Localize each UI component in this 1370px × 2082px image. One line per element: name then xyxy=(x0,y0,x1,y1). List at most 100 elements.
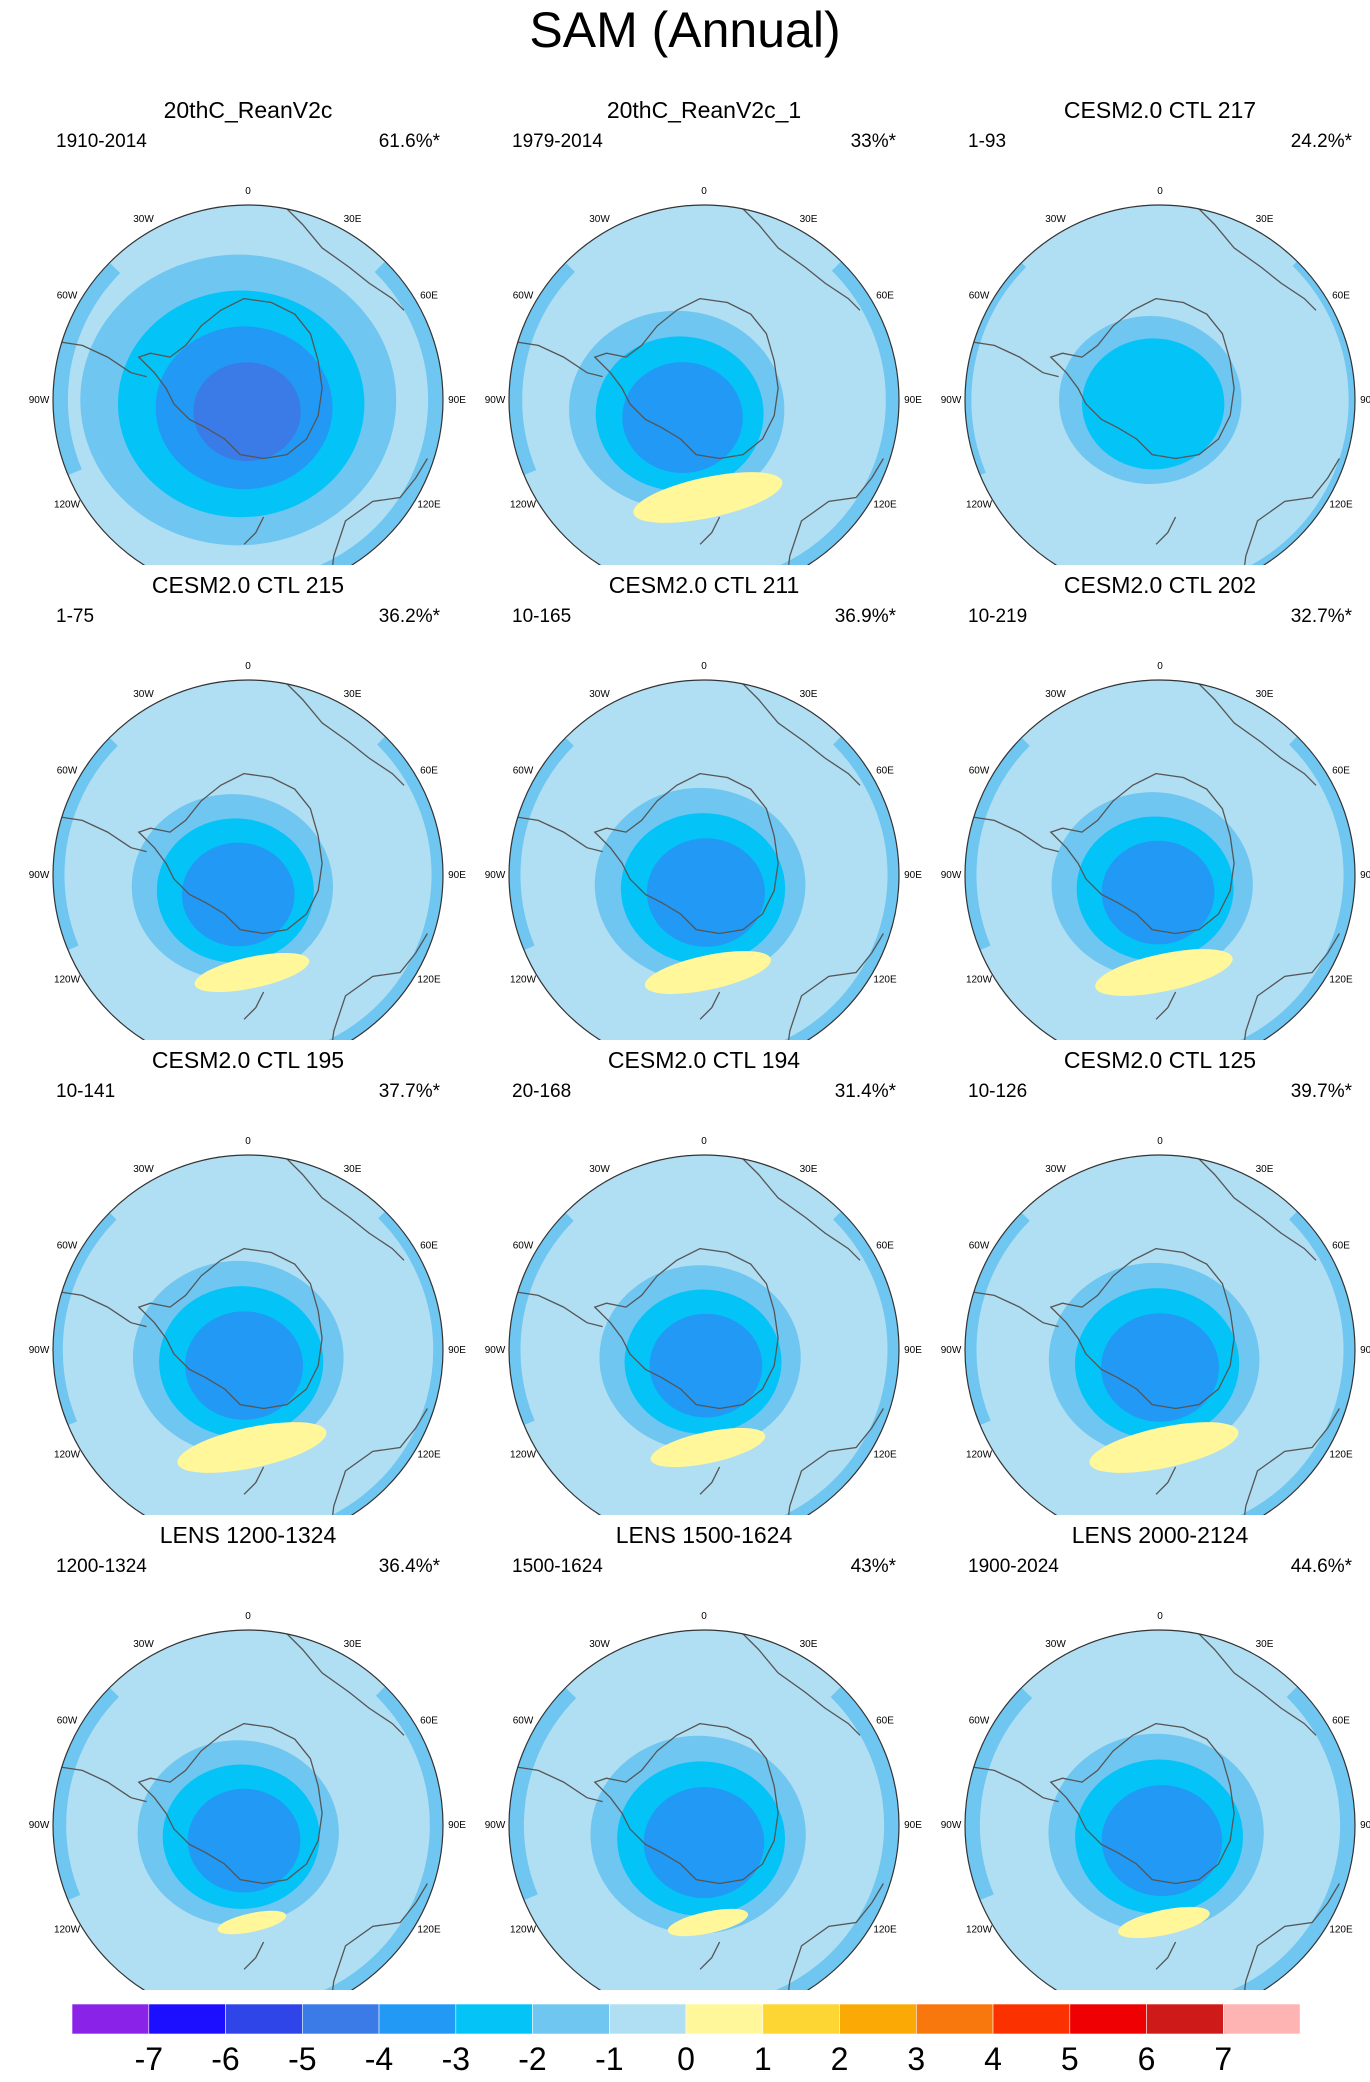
contour-band xyxy=(646,838,765,947)
longitude-label: 60W xyxy=(969,1241,990,1252)
coastline xyxy=(1198,683,1317,786)
coastline xyxy=(968,1290,1059,1328)
contour-band xyxy=(187,1788,301,1893)
coastline xyxy=(512,1290,603,1328)
panel-title: LENS 1500-1624 xyxy=(615,1522,793,1548)
longitude-label: 0 xyxy=(245,1611,251,1622)
longitude-label: 120W xyxy=(966,975,993,986)
longitude-label: 30W xyxy=(133,1639,154,1650)
longitude-label: 30W xyxy=(1045,214,1066,225)
longitude-label: 90W xyxy=(485,870,506,881)
polar-map: 030E60E90E120E150E180150W120W90W60W30W xyxy=(485,661,922,1040)
coastline xyxy=(699,1466,721,1495)
longitude-label: 60E xyxy=(876,1716,894,1727)
longitude-label: 30E xyxy=(800,214,818,225)
longitude-label: 30E xyxy=(1256,1164,1274,1175)
coastline xyxy=(1049,297,1235,460)
longitude-label: 60W xyxy=(513,291,534,302)
coastline xyxy=(286,1158,405,1261)
longitude-label: 120E xyxy=(417,975,441,986)
colorbar-tick-label: 0 xyxy=(677,2041,695,2077)
colorbar-swatch xyxy=(992,2003,1071,2035)
panel-title: CESM2.0 CTL 217 xyxy=(1063,97,1257,123)
coastline xyxy=(1155,516,1177,545)
panel-title: LENS 1200-1324 xyxy=(159,1522,337,1548)
colorbar-tick-label: -5 xyxy=(288,2041,316,2077)
panel-variance: 31.4%* xyxy=(834,1081,896,1102)
longitude-label: 30E xyxy=(344,689,362,700)
longitude-label: 30E xyxy=(1256,214,1274,225)
colorbar-tick-label: -4 xyxy=(365,2041,393,2077)
coastline xyxy=(1241,1408,1340,1515)
longitude-label: 90W xyxy=(941,1820,962,1831)
longitude-label: 30W xyxy=(133,214,154,225)
longitude-label: 90E xyxy=(1360,1820,1370,1831)
map-boundary xyxy=(508,204,900,565)
panel-title: CESM2.0 CTL 194 xyxy=(607,1047,801,1073)
longitude-label: 90W xyxy=(29,395,50,406)
map-boundary xyxy=(508,679,900,1040)
coastline xyxy=(1155,1466,1177,1495)
coastline xyxy=(1049,1247,1235,1410)
longitude-label: 30W xyxy=(133,1164,154,1175)
contour-band xyxy=(633,472,783,523)
colorbar-swatch xyxy=(378,2003,457,2035)
map-panel: 030E60E90E120E150E180150W120W90W60W30WCE… xyxy=(932,570,1370,1040)
contour-band xyxy=(177,1422,327,1473)
coastline xyxy=(1049,772,1235,935)
coastline xyxy=(968,815,1059,853)
colorbar-swatch xyxy=(608,2003,687,2035)
longitude-label: 0 xyxy=(701,1136,707,1147)
longitude-label: 90W xyxy=(941,395,962,406)
longitude-label: 0 xyxy=(701,661,707,672)
longitude-label: 60E xyxy=(420,1241,438,1252)
contour-band xyxy=(1101,840,1215,945)
coastline xyxy=(1049,1722,1235,1885)
contour-band xyxy=(1095,949,1233,996)
longitude-label: 120W xyxy=(510,975,537,986)
coastline xyxy=(742,683,861,786)
longitude-label: 120W xyxy=(966,1925,993,1936)
contour-band xyxy=(194,952,310,993)
figure-title: SAM (Annual) xyxy=(529,2,841,58)
longitude-label: 60W xyxy=(513,1241,534,1252)
coastline xyxy=(1198,208,1317,311)
coastline xyxy=(785,1883,884,1990)
map-panel: 030E60E90E120E150E180150W120W90W60W30WLE… xyxy=(932,1520,1370,1990)
colorbar-tick-label: 1 xyxy=(754,2041,772,2077)
polar-map: 030E60E90E120E150E180150W120W90W60W30W xyxy=(941,1611,1370,1990)
colorbar-swatch xyxy=(839,2003,917,2035)
polar-map: 030E60E90E120E150E180150W120W90W60W30W xyxy=(29,1611,466,1990)
colorbar-tick-label: 4 xyxy=(984,2041,1002,2077)
panel-variance: 39.7%* xyxy=(1290,1081,1352,1102)
longitude-label: 60E xyxy=(1332,766,1350,777)
colorbar-swatch xyxy=(685,2003,764,2035)
longitude-label: 120W xyxy=(54,500,81,511)
coastline xyxy=(243,1466,265,1495)
coastline xyxy=(1198,1633,1317,1736)
longitude-label: 60W xyxy=(969,291,990,302)
panel-title: CESM2.0 CTL 195 xyxy=(151,1047,345,1073)
colorbar-tick-label: 2 xyxy=(831,2041,849,2077)
panel-variance: 37.7%* xyxy=(378,1081,440,1102)
polar-map: 030E60E90E120E150E180150W120W90W60W30W xyxy=(941,661,1370,1040)
polar-map: 030E60E90E120E150E180150W120W90W60W30W xyxy=(29,661,466,1040)
coastline xyxy=(785,933,884,1040)
map-boundary xyxy=(964,1629,1356,1990)
coastline xyxy=(56,1765,147,1803)
panel-variance: 33%* xyxy=(850,131,896,152)
coastline xyxy=(512,815,603,853)
map-boundary xyxy=(508,1629,900,1990)
colorbar-swatch xyxy=(455,2003,533,2035)
coastline xyxy=(137,772,323,935)
longitude-label: 120W xyxy=(510,500,537,511)
coastline xyxy=(137,297,323,460)
coastline xyxy=(1155,1941,1177,1970)
longitude-label: 0 xyxy=(245,661,251,672)
longitude-label: 120W xyxy=(54,1925,81,1936)
longitude-label: 120E xyxy=(873,1925,897,1936)
panel-variance: 32.7%* xyxy=(1290,606,1352,627)
panel-title: CESM2.0 CTL 211 xyxy=(608,572,800,598)
colorbar-tick-label: -2 xyxy=(518,2041,546,2077)
contour-band xyxy=(644,951,771,994)
